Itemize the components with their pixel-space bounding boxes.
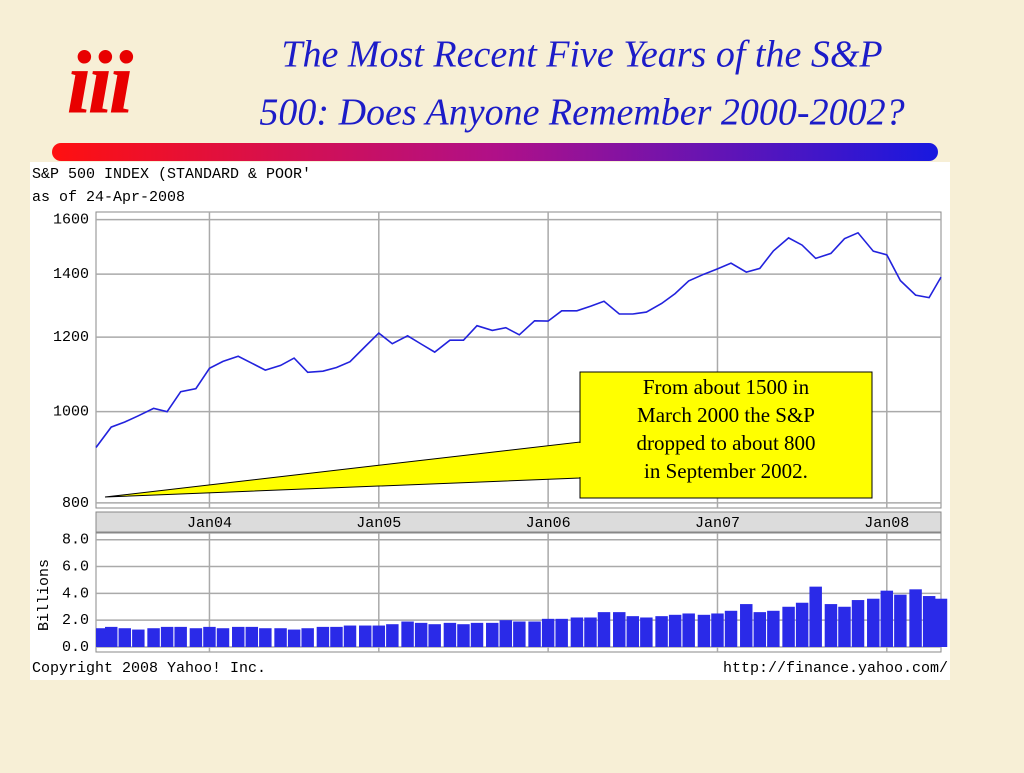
volume-bar bbox=[541, 618, 555, 647]
volume-bar bbox=[457, 624, 470, 647]
x-tick-label: Jan05 bbox=[356, 515, 401, 532]
x-tick-label: Jan08 bbox=[864, 515, 909, 532]
y-tick-label: 1000 bbox=[53, 404, 89, 421]
volume-bar bbox=[316, 626, 330, 647]
volume-bar bbox=[274, 628, 287, 647]
x-tick-label: Jan06 bbox=[526, 515, 571, 532]
callout-line: dropped to about 800 bbox=[636, 431, 815, 455]
volume-bar bbox=[174, 626, 187, 647]
volume-bar bbox=[867, 598, 880, 647]
volume-bar bbox=[105, 626, 118, 647]
callout-box bbox=[579, 371, 873, 499]
volume-bar bbox=[584, 617, 597, 647]
y-tick-label: 1200 bbox=[53, 329, 89, 346]
y-tick-label: 1400 bbox=[53, 266, 89, 283]
chart-title: S&P 500 INDEX (STANDARD & POOR' bbox=[32, 166, 311, 183]
volume-bar bbox=[655, 616, 668, 647]
volume-bar bbox=[753, 612, 767, 647]
y-tick-label: 800 bbox=[62, 495, 89, 512]
volume-bar bbox=[203, 626, 216, 647]
volume-bar bbox=[414, 622, 428, 647]
title-bar bbox=[52, 143, 938, 161]
y-tick-label: 0.0 bbox=[62, 639, 89, 656]
y-tick-label: 8.0 bbox=[62, 532, 89, 549]
volume-bar bbox=[528, 621, 541, 647]
volume-bar bbox=[851, 600, 865, 647]
title-line: The Most Recent Five Years of the S&P bbox=[281, 34, 882, 76]
callout-line: March 2000 the S&P bbox=[637, 403, 815, 427]
y-tick-label: 2.0 bbox=[62, 612, 89, 629]
volume-bar bbox=[372, 625, 386, 647]
volume-bar bbox=[132, 629, 145, 647]
volume-bar bbox=[499, 620, 513, 647]
volume-bar bbox=[697, 614, 711, 647]
x-axis-band bbox=[95, 511, 942, 533]
volume-bar bbox=[724, 610, 738, 647]
volume-bar bbox=[216, 628, 230, 647]
volume-bar bbox=[443, 622, 457, 647]
volume-bar bbox=[232, 626, 245, 647]
volume-bar bbox=[486, 622, 499, 647]
volume-bar bbox=[259, 628, 272, 647]
volume-bar bbox=[767, 610, 780, 647]
footer-left: Copyright 2008 Yahoo! Inc. bbox=[32, 660, 266, 677]
volume-bar bbox=[343, 625, 357, 647]
volume-bar bbox=[613, 612, 626, 647]
volume-bar bbox=[909, 589, 922, 647]
logo: iii bbox=[66, 34, 133, 133]
volume-bar bbox=[301, 628, 314, 647]
volume-bar bbox=[880, 590, 894, 647]
volume-bar bbox=[401, 621, 414, 647]
volume-bar bbox=[245, 626, 259, 647]
chart-subtitle: as of 24-Apr-2008 bbox=[32, 189, 185, 206]
volume-bar bbox=[894, 594, 907, 647]
callout-line: in September 2002. bbox=[644, 459, 808, 483]
volume-bar bbox=[555, 618, 568, 647]
volume-bar bbox=[740, 604, 753, 647]
volume-bar bbox=[934, 598, 948, 647]
callout: From about 1500 in March 2000 the S&P dr… bbox=[104, 371, 873, 499]
volume-bar bbox=[682, 613, 695, 647]
volume-bar bbox=[838, 606, 851, 647]
volume-bar bbox=[386, 624, 399, 647]
volume-bar bbox=[640, 617, 653, 647]
callout-joint bbox=[578, 443, 582, 477]
volume-bar bbox=[711, 613, 724, 647]
volume-bar bbox=[118, 628, 132, 647]
footer-right: http://finance.yahoo.com/ bbox=[723, 660, 948, 677]
x-tick-label: Jan04 bbox=[187, 515, 232, 532]
y-axis-label: Billions bbox=[36, 559, 53, 631]
volume-bar bbox=[330, 626, 343, 647]
volume-bar bbox=[513, 621, 526, 647]
title-line: 500: Does Anyone Remember 2000-2002? bbox=[259, 92, 904, 134]
y-tick-label: 1600 bbox=[53, 212, 89, 229]
volume-bar bbox=[189, 628, 203, 647]
x-tick-label: Jan07 bbox=[695, 515, 740, 532]
volume-bar bbox=[160, 626, 174, 647]
volume-bar bbox=[922, 596, 936, 647]
volume-bar bbox=[668, 614, 682, 647]
y-tick-label: 4.0 bbox=[62, 585, 89, 602]
callout-line: From about 1500 in bbox=[643, 375, 810, 399]
volume-bar bbox=[626, 616, 640, 647]
volume-bar bbox=[470, 622, 484, 647]
volume-bar bbox=[359, 625, 372, 647]
volume-bar bbox=[782, 606, 795, 647]
volume-bar bbox=[597, 612, 611, 647]
volume-bar bbox=[795, 602, 809, 647]
volume-bar bbox=[570, 617, 584, 647]
y-tick-label: 6.0 bbox=[62, 558, 89, 575]
price-line bbox=[95, 231, 942, 448]
volume-bar bbox=[287, 629, 301, 647]
volume-bar bbox=[147, 628, 160, 647]
volume-bar bbox=[809, 586, 822, 647]
volume-bar bbox=[824, 604, 838, 647]
volume-bar bbox=[428, 624, 441, 647]
